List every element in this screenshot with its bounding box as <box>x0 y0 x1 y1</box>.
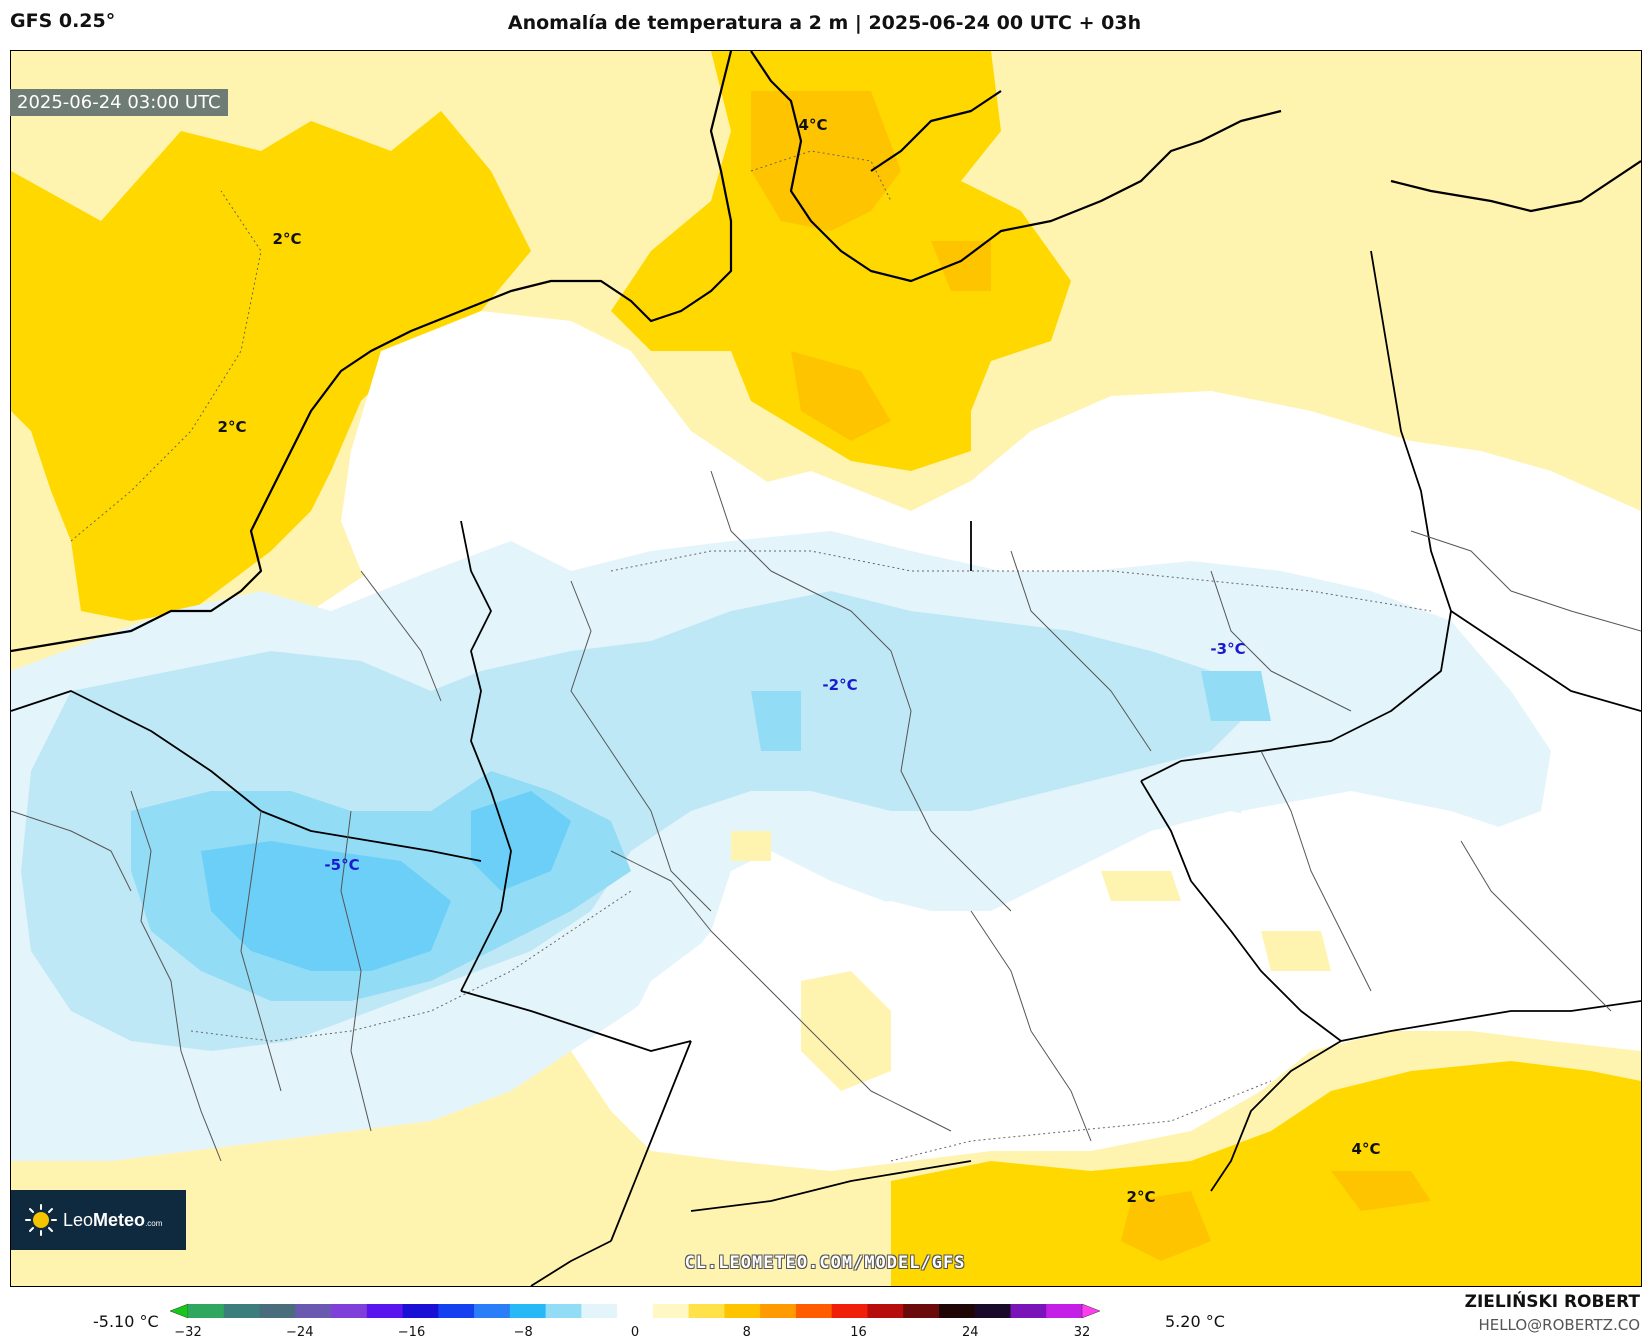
colorbar-cell <box>188 1304 225 1318</box>
logo-text: LeoMeteo.com <box>63 1210 162 1231</box>
label-cold-west: -5°C <box>324 856 360 874</box>
colorbar-cell <box>223 1304 261 1318</box>
colorbar-cell <box>688 1304 725 1318</box>
anomaly-map <box>11 51 1641 1286</box>
colorbar-max-extension <box>1081 1303 1100 1319</box>
label-warm-south-2: 4°C <box>1351 1140 1381 1158</box>
colorbar-cell <box>831 1304 868 1318</box>
colorbar-cell <box>1010 1304 1047 1318</box>
label-warm-south-1: 2°C <box>1126 1188 1156 1206</box>
label-warm-denmark: 4°C <box>798 116 828 134</box>
map-area: 2°C 2°C 4°C -2°C -3°C -5°C 2°C 4°C <box>10 50 1642 1287</box>
colorbar-cell <box>545 1304 582 1318</box>
colorbar-cell <box>509 1304 547 1318</box>
logo-text-meteo: Meteo <box>93 1209 146 1230</box>
colorbar-cell <box>1046 1304 1083 1318</box>
colorbar-cell <box>974 1304 1011 1318</box>
colorbar-tick-label: 0 <box>630 1325 640 1340</box>
author-name: ZIELIŃSKI ROBERT <box>1464 1292 1640 1312</box>
colorbar <box>170 1303 1100 1319</box>
source-watermark: CL.LEOMETEO.COM/MODEL/GFS <box>684 1253 966 1273</box>
colorbar-cell <box>760 1304 797 1318</box>
colorbar-max-label: 5.20 °C <box>1165 1312 1225 1331</box>
colorbar-min-extension <box>170 1303 189 1319</box>
colorbar-cell <box>652 1304 690 1318</box>
valid-time-badge: 2025-06-24 03:00 UTC <box>10 89 228 116</box>
colorbar-cell <box>617 1304 654 1318</box>
colorbar-cell <box>867 1304 904 1318</box>
colorbar-cell <box>474 1304 511 1318</box>
colorbar-cell <box>724 1304 761 1318</box>
colorbar-tick-label: 32 <box>1073 1325 1091 1340</box>
colorbar-cell <box>331 1304 368 1318</box>
colorbar-tick-label: 8 <box>742 1325 751 1340</box>
colorbar-tick-label: −16 <box>397 1325 426 1340</box>
colorbar-cell <box>903 1304 940 1318</box>
label-warm-north-sea-2: 2°C <box>217 418 247 436</box>
colorbar-cell <box>581 1304 618 1318</box>
label-cold-east: -3°C <box>1210 640 1246 658</box>
colorbar-cell <box>295 1304 332 1318</box>
colorbar-cell <box>938 1304 976 1318</box>
colorbar-cell <box>402 1304 439 1318</box>
leometeo-logo[interactable]: LeoMeteo.com <box>11 1190 186 1250</box>
colorbar-cell <box>795 1304 833 1318</box>
logo-text-suffix: .com <box>145 1218 163 1228</box>
colorbar-cell <box>366 1304 404 1318</box>
logo-text-leo: Leo <box>63 1209 94 1230</box>
author-email: HELLO@ROBERTZ.CO <box>1478 1316 1640 1334</box>
chart-title: Anomalía de temperatura a 2 m | 2025-06-… <box>507 12 1142 34</box>
colorbar-tick-label: −8 <box>513 1325 533 1340</box>
colorbar-tick-label: −24 <box>286 1325 314 1340</box>
colorbar-tick-label: 24 <box>961 1325 979 1340</box>
sun-icon <box>25 1204 57 1236</box>
label-warm-north-sea-1: 2°C <box>272 230 302 248</box>
colorbar-cell <box>259 1304 296 1318</box>
colorbar-cell <box>438 1304 475 1318</box>
colorbar-tick-label: −32 <box>174 1325 202 1340</box>
model-label: GFS 0.25° <box>10 10 116 32</box>
colorbar-tick-label: 16 <box>850 1325 867 1340</box>
label-cold-central: -2°C <box>822 676 858 694</box>
colorbar-min-label: -5.10 °C <box>93 1312 159 1331</box>
